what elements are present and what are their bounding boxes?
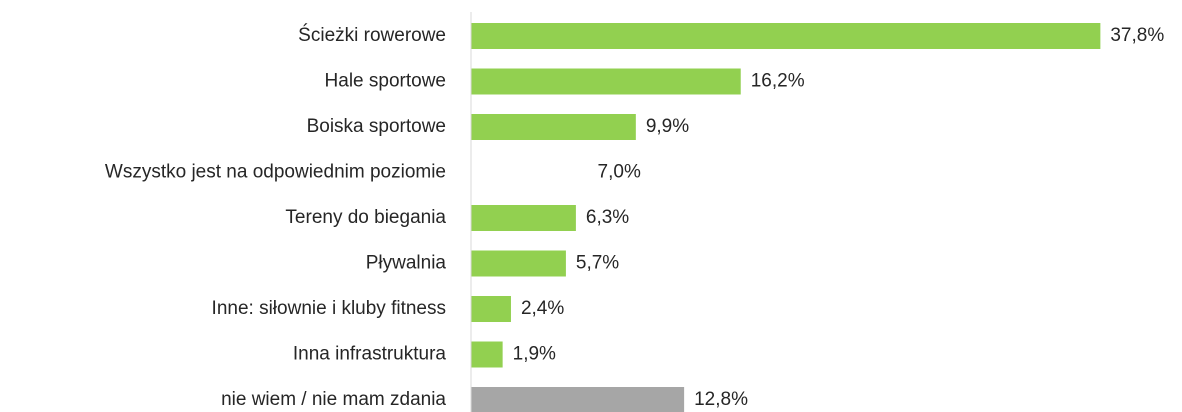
value-label: 1,9% — [513, 344, 556, 365]
bar — [471, 205, 576, 231]
bar — [471, 159, 588, 186]
bar — [471, 23, 1101, 49]
bar — [471, 296, 511, 322]
category-label: Ścieżki rowerowe — [298, 24, 446, 46]
category-label: nie wiem / nie mam zdania — [221, 389, 446, 410]
value-label: 6,3% — [586, 207, 629, 228]
value-label: 9,9% — [646, 116, 689, 137]
bar — [471, 341, 503, 368]
value-label: 7,0% — [598, 162, 641, 183]
bar — [471, 250, 566, 277]
value-label: 2,4% — [521, 298, 564, 319]
value-label: 12,8% — [694, 389, 748, 410]
bar — [471, 387, 685, 412]
value-label: 37,8% — [1110, 25, 1164, 46]
category-label: Tereny do biegania — [285, 207, 446, 228]
bar — [471, 114, 636, 140]
bar — [471, 68, 741, 95]
category-label: Wszystko jest na odpowiednim poziomie — [105, 162, 446, 183]
category-label: Boiska sportowe — [307, 116, 446, 137]
category-label: Inne: siłownie i kluby fitness — [212, 298, 446, 319]
category-label: Inna infrastruktura — [293, 344, 447, 365]
value-label: 5,7% — [576, 253, 619, 274]
category-label: Hale sportowe — [325, 71, 446, 92]
value-label: 16,2% — [751, 71, 805, 92]
category-label: Pływalnia — [366, 253, 447, 274]
